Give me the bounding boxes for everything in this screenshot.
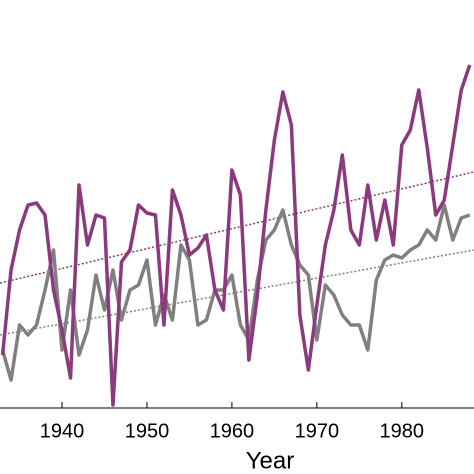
x-tick-label: 1940 [40, 420, 85, 442]
trend-line [0, 171, 474, 284]
x-tick-label: 1960 [210, 420, 255, 442]
data-line [0, 64, 472, 407]
x-tick-label: 1980 [380, 420, 425, 442]
trend-line [0, 249, 474, 336]
x-axis-label: Year [246, 447, 295, 474]
x-tick-label: 1950 [125, 420, 170, 442]
x-tick-label: 1970 [295, 420, 340, 442]
data-line [0, 203, 471, 382]
